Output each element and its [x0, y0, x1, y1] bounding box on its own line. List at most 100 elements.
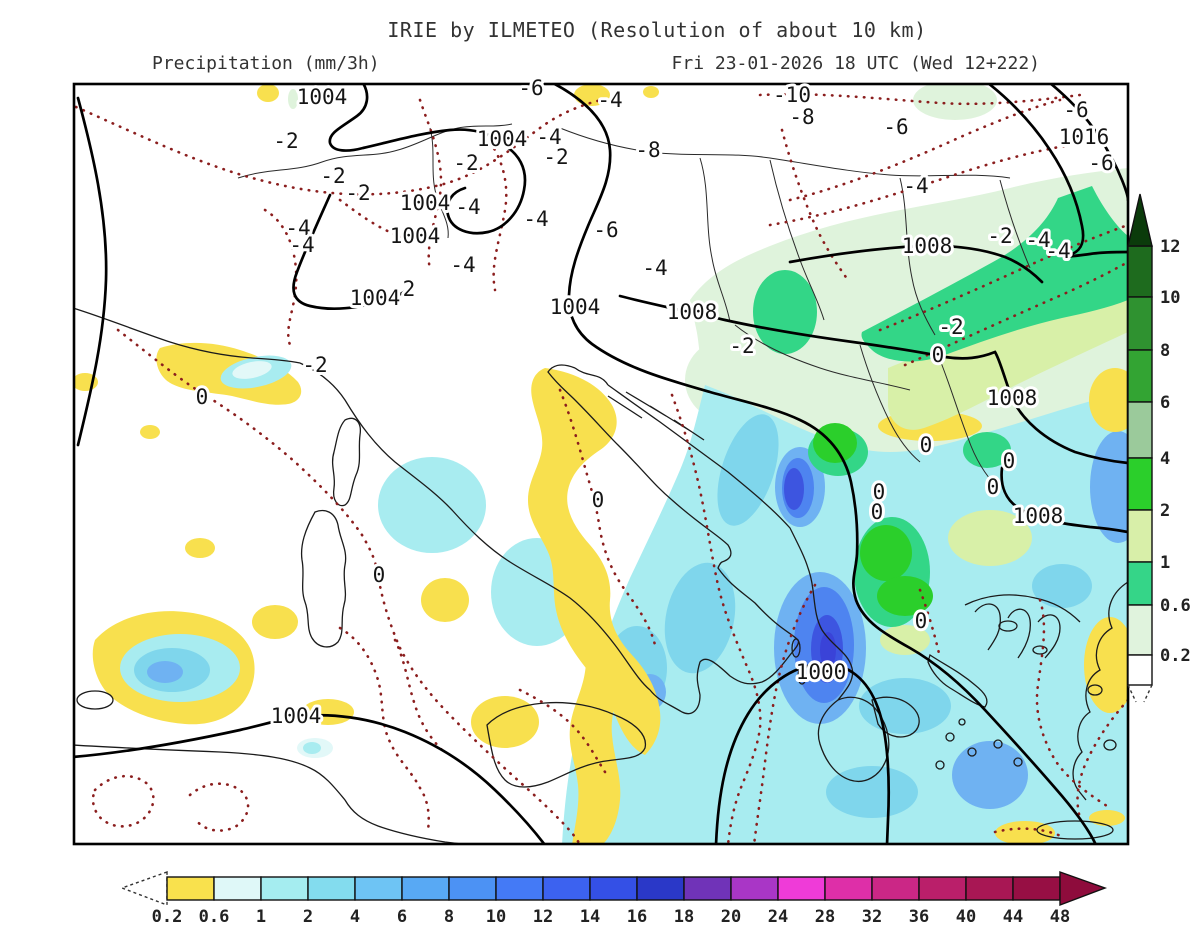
rain-scale-cell: [824, 876, 873, 901]
contour-label: -8: [635, 138, 660, 162]
contour-label: -8: [789, 105, 814, 129]
snow-scale-cell: [1127, 401, 1153, 459]
contour-label: -6: [518, 76, 543, 100]
rain-scale-cell: [636, 876, 685, 901]
rain-scale-tick: 0.6: [199, 907, 230, 927]
snow-scale-tick: 0.6: [1160, 596, 1191, 616]
contour-label: -4: [289, 233, 314, 257]
rain-scale-cell: [260, 876, 309, 901]
rain-scale-tick: 32: [862, 907, 882, 927]
rain-shading-yellow: [74, 84, 1128, 844]
subtitle-validtime: Fri 23-01-2026 18 UTC (Wed 12+222): [672, 53, 1040, 74]
rain-scale-tick: 44: [1003, 907, 1023, 927]
rain-scale-cell: [166, 876, 215, 901]
contour-label: -4: [1025, 228, 1050, 252]
rain-scale-cell: [213, 876, 262, 901]
contour-label: -6: [883, 115, 908, 139]
contour-label: 2: [403, 277, 416, 301]
contour-label: 1004: [550, 295, 601, 319]
rain-scale-cell: [1012, 876, 1061, 901]
contour-label: 1008: [667, 300, 718, 324]
rain-scale-cell: [307, 876, 356, 901]
rain-scale-tick: 1: [256, 907, 266, 927]
temperature-contours: [74, 92, 1128, 844]
snow-scale-tick: 10: [1160, 288, 1180, 308]
contour-label: 1004: [271, 704, 322, 728]
rain-shading-blue: [634, 431, 1128, 809]
contour-label: -2: [729, 334, 754, 358]
snow-scale-open-end: [1127, 684, 1153, 703]
rain-scale-tick: 8: [444, 907, 454, 927]
rain-scale-tick: 4: [350, 907, 360, 927]
contour-label: 0: [932, 343, 945, 367]
contour-label: 1008: [987, 386, 1038, 410]
contour-label: 1004: [400, 191, 451, 215]
contour-label: -6: [593, 218, 618, 242]
rain-scale-cell: [777, 876, 826, 901]
snow-scale-top-arrow: [1127, 193, 1153, 247]
contour-label: 0: [915, 609, 928, 633]
rain-scale-tick: 24: [768, 907, 788, 927]
snow-scale-cell: [1127, 654, 1153, 686]
subtitle-variable: Precipitation (mm/3h): [152, 53, 380, 74]
rain-scale-cell: [589, 876, 638, 901]
contour-label: -6: [1063, 98, 1088, 122]
contour-label: 0: [1003, 449, 1016, 473]
rain-scale-tick: 12: [533, 907, 553, 927]
contour-label: -2: [320, 164, 345, 188]
snow-scale-tick: 8: [1160, 341, 1170, 361]
contour-label: 1000: [796, 660, 847, 684]
rain-scale-cell: [965, 876, 1014, 901]
snow-scale-cell: [1127, 509, 1153, 563]
contour-label: 0: [873, 480, 886, 504]
rain-scale-tick: 16: [627, 907, 647, 927]
rain-scale-cell: [495, 876, 544, 901]
contour-label: -4: [450, 253, 475, 277]
snow-scale-cell: [1127, 561, 1153, 606]
contour-label: 1016: [1059, 125, 1110, 149]
rain-scale-tick: 0.2: [152, 907, 183, 927]
contour-label: -10: [773, 83, 811, 107]
rain-scale-tick: 10: [486, 907, 506, 927]
contour-label: -2: [273, 129, 298, 153]
contour-label: 1004: [297, 85, 348, 109]
rain-scale-cell: [918, 876, 967, 901]
rain-scale-cell: [354, 876, 403, 901]
snow-scale-tick: 2: [1160, 501, 1170, 521]
contour-label: -4: [285, 216, 310, 240]
contour-label: 0: [920, 433, 933, 457]
rain-scale-tick: 36: [909, 907, 929, 927]
contour-label: 1004: [390, 224, 441, 248]
contour-label: -4: [536, 125, 561, 149]
rain-scale-cell: [448, 876, 497, 901]
snow-scale-tick: 12: [1160, 237, 1180, 257]
rain-scale-tick: 40: [956, 907, 976, 927]
rain-scale-cell: [542, 876, 591, 901]
contour-label: -2: [938, 315, 963, 339]
rain-scale-tick: 6: [397, 907, 407, 927]
snow-scale-cell: [1127, 296, 1153, 351]
rain-scale-tick: 28: [815, 907, 835, 927]
legend-right-snow-scale: 12 10 8 6 4 2 1 0.6 0.2: [1127, 193, 1191, 703]
rain-scale-tick: 18: [674, 907, 694, 927]
legend-bottom-rain-scale: 0.2 0.6 1 2 4 6 8 10 12 14 16 18 20 24 28 32 36 40 44 48: [119, 871, 1108, 927]
map-body: [74, 84, 1128, 844]
rain-scale-tick: 14: [580, 907, 600, 927]
contour-label: -4: [597, 88, 622, 112]
contour-label: -2: [453, 151, 478, 175]
snow-scale-tick: 4: [1160, 449, 1170, 469]
contour-label: -6: [1088, 151, 1113, 175]
snow-scale-tick: 6: [1160, 393, 1170, 413]
contour-label: -2: [543, 145, 568, 169]
rain-scale-tick: 48: [1050, 907, 1070, 927]
rain-scale-cell: [401, 876, 450, 901]
snow-scale-cell: [1127, 604, 1153, 656]
contour-label: -2: [302, 353, 327, 377]
rain-scale-cell: [683, 876, 732, 901]
contour-label: 0: [871, 500, 884, 524]
snow-scale-tick: 0.2: [1160, 646, 1191, 666]
snow-scale-cell: [1127, 245, 1153, 298]
contour-label: 1004: [350, 286, 401, 310]
